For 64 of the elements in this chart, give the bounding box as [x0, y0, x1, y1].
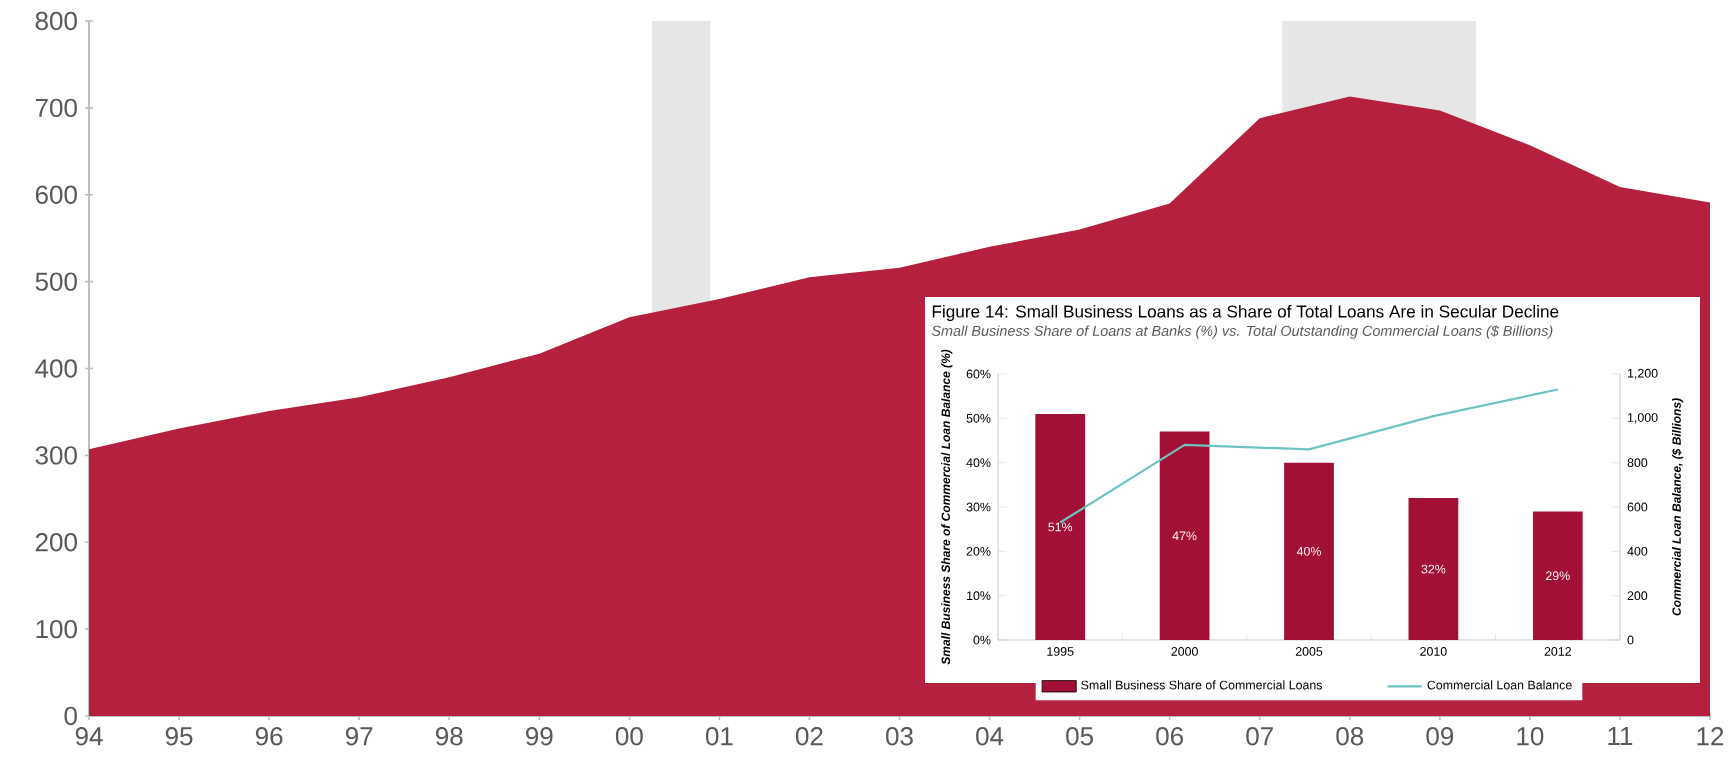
- y-tick-label: 60%: [966, 369, 991, 379]
- x-tick-label: 02: [796, 727, 823, 746]
- y2-tick-label: 0: [1627, 635, 1634, 645]
- y-tick-label: 0: [64, 706, 77, 726]
- x-tick-label: 95: [165, 727, 193, 746]
- y2-tick-label: 200: [1627, 591, 1648, 601]
- bar: [1035, 413, 1086, 640]
- x-tick-label: 98: [436, 727, 463, 746]
- bar: [1408, 498, 1459, 640]
- y-tick-label: 100: [36, 619, 77, 639]
- y2-tick-label: 800: [1627, 458, 1648, 468]
- data-label: 47%: [1172, 531, 1197, 541]
- x-tick-label: 1995: [1047, 647, 1074, 656]
- legend-label: Commercial Loan Balance: [1427, 680, 1572, 690]
- y-tick-label: 10%: [967, 591, 991, 601]
- y-tick-label: 400: [35, 359, 77, 378]
- x-tick-label: 99: [526, 727, 553, 746]
- chart-subtitle: Small Business Share of Loans at Banks (%) vs. Total Outstanding Commercial Loans ($ Billions): [931, 325, 1553, 339]
- x-tick-label: 03: [886, 727, 913, 746]
- y-tick-label: 20%: [966, 546, 991, 556]
- x-tick-label: 2012: [1544, 647, 1571, 656]
- y2-tick-label: 1,200: [1628, 368, 1658, 380]
- data-label: 32%: [1421, 564, 1446, 574]
- x-tick-label: 11: [1608, 727, 1633, 745]
- x-tick-label: 94: [75, 727, 103, 746]
- chart-title: Figure 14: Small Business Loans as a Share of Total Loans Are in Secular Decline: [932, 304, 1559, 322]
- x-tick-label: 97: [345, 727, 373, 746]
- x-tick-label: 05: [1066, 727, 1093, 746]
- y-tick-label: 30%: [966, 502, 991, 512]
- y-tick-label: 600: [35, 185, 77, 204]
- y-tick-label: 800: [35, 11, 77, 31]
- y-tick-label: 300: [35, 446, 77, 465]
- bar: [1159, 431, 1210, 640]
- y-tick-label: 700: [35, 98, 77, 118]
- y-tick-label: 500: [35, 272, 77, 291]
- x-tick-label: 96: [255, 727, 283, 746]
- bar: [1284, 462, 1334, 640]
- x-tick-label: 09: [1426, 727, 1454, 746]
- x-tick-label: 2000: [1171, 647, 1198, 656]
- data-label: 51%: [1048, 522, 1073, 532]
- x-tick-label: 12: [1697, 727, 1724, 746]
- y-axis-title: Small Business Share of Commercial Loan Balance (%): [941, 349, 953, 665]
- x-tick-label: 07: [1246, 727, 1273, 746]
- x-tick-label: 06: [1156, 727, 1183, 746]
- x-tick-label: 01: [705, 727, 733, 746]
- x-tick-label: 04: [976, 727, 1004, 746]
- y2-tick-label: 400: [1627, 546, 1648, 556]
- y-tick-label: 50%: [966, 413, 991, 423]
- x-tick-label: 00: [615, 727, 643, 746]
- x-tick-label: 2010: [1420, 647, 1447, 656]
- x-tick-label: 08: [1336, 727, 1364, 746]
- x-tick-label: 2005: [1295, 647, 1323, 656]
- data-label: 40%: [1296, 546, 1321, 556]
- data-label: 29%: [1546, 571, 1570, 581]
- y-tick-label: 0%: [973, 635, 991, 645]
- y-tick-label: 200: [35, 533, 77, 552]
- y-tick-label: 40%: [966, 458, 991, 468]
- y2-axis-title: Commercial Loan Balance, ($ Billions): [1671, 398, 1684, 616]
- legend-label: Small Business Share of Commercial Loans: [1081, 680, 1323, 690]
- y2-tick-label: 1,000: [1628, 413, 1658, 424]
- y2-tick-label: 600: [1627, 502, 1648, 512]
- line-series: [1059, 388, 1559, 524]
- bar: [1532, 511, 1583, 640]
- x-tick-label: 10: [1517, 727, 1544, 746]
